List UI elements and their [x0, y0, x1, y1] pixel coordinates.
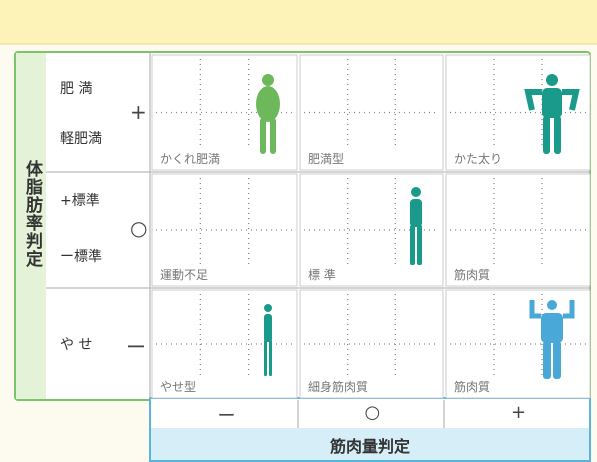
- figure: [256, 74, 280, 154]
- row-level: +標準: [60, 193, 100, 209]
- cell-box: [151, 173, 298, 287]
- row-level: や せ: [60, 337, 93, 353]
- figure: [524, 74, 580, 154]
- vertical-axis-title: 体脂肪率判定: [22, 160, 42, 268]
- row-level: 軽肥満: [60, 131, 102, 147]
- top-banner: [0, 0, 597, 44]
- row-symbol: ○: [130, 216, 148, 240]
- figure: [264, 304, 272, 376]
- row-symbol: +: [130, 100, 147, 124]
- column-symbol: ○: [364, 402, 381, 423]
- cell-label: 肥満型: [308, 152, 345, 166]
- row-level: 肥 満: [60, 81, 93, 97]
- cell-label: 筋肉質: [454, 268, 491, 282]
- horizontal-axis-title: 筋肉量判定: [330, 437, 411, 456]
- column-symbol: +: [511, 402, 527, 423]
- figure: [529, 300, 575, 379]
- cell-label: 標 準: [308, 268, 336, 282]
- cell-label: 筋肉質: [454, 380, 491, 394]
- row-level: ー標準: [60, 249, 102, 265]
- cell-label: かた太り: [454, 152, 503, 166]
- horizontal-title-band: [151, 428, 589, 460]
- cell-label: 運動不足: [160, 268, 209, 282]
- vertical-title-band: [16, 53, 46, 399]
- grid: [46, 53, 591, 428]
- column-symbol: ー: [217, 406, 236, 427]
- cell-label: かくれ肥満: [160, 152, 221, 166]
- figure: [410, 187, 422, 265]
- cell-label: 細身筋肉質: [308, 380, 369, 394]
- row-symbol: ー: [126, 335, 146, 359]
- cell-label: やせ型: [160, 380, 197, 394]
